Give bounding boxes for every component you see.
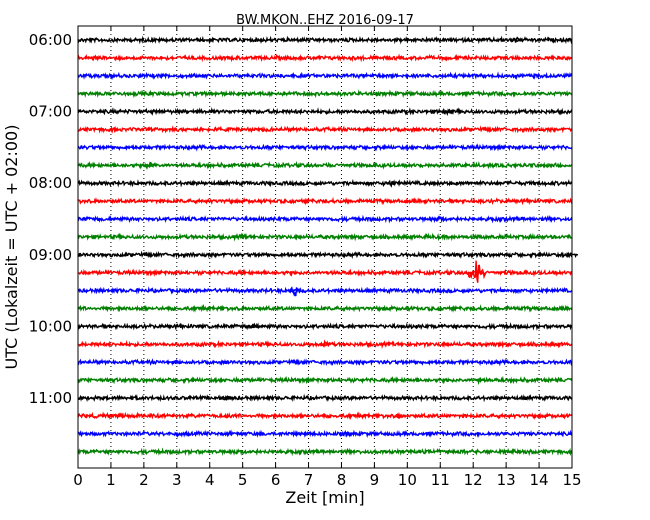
trace-event — [466, 260, 487, 283]
seismic-trace — [77, 250, 573, 260]
seismic-trace — [77, 178, 573, 188]
x-tick-label: 7 — [304, 471, 314, 489]
x-tick-label: 6 — [271, 471, 281, 489]
seismic-trace — [77, 339, 573, 350]
trace-event — [236, 233, 249, 240]
vertical-grid — [110, 26, 540, 468]
seismic-trace — [77, 447, 573, 457]
trace-event — [318, 339, 331, 347]
trace-event — [219, 395, 232, 401]
trace-event — [433, 215, 446, 222]
x-tick-label: 4 — [205, 471, 215, 489]
seismic-trace — [77, 429, 573, 439]
x-axis-label: Zeit [min] — [285, 488, 364, 507]
seismic-trace — [77, 214, 573, 224]
seismic-trace — [77, 35, 573, 45]
seismic-trace — [77, 160, 573, 170]
plot-frame — [77, 25, 573, 469]
y-tick-label: 10:00 — [29, 317, 72, 335]
y-tick-label: 11:00 — [29, 389, 72, 407]
chart-title: BW.MKON..EHZ 2016-09-17 — [236, 13, 414, 28]
seismic-trace — [77, 303, 573, 313]
seismic-trace — [77, 286, 572, 295]
seismic-traces — [77, 35, 579, 457]
y-tick-label: 08:00 — [29, 174, 72, 192]
x-axis-ticks: 0 1 2 3 4 5 6 7 8 9 10 11 12 13 14 15 — [73, 26, 582, 489]
y-axis-label: UTC (Lokalzeit = UTC + 02:00) — [2, 125, 21, 370]
trace-event — [394, 413, 406, 419]
x-tick-label: 15 — [562, 471, 581, 489]
seismic-trace — [77, 322, 573, 331]
x-tick-label: 1 — [106, 471, 116, 489]
seismic-trace — [77, 71, 573, 81]
seismic-trace — [77, 107, 573, 117]
trace-event — [509, 36, 523, 43]
x-tick-label: 2 — [139, 471, 149, 489]
seismic-trace — [77, 393, 573, 403]
trace-event — [288, 286, 302, 297]
trace-event — [143, 161, 157, 170]
x-tick-label: 13 — [497, 471, 516, 489]
y-tick-label: 07:00 — [29, 103, 72, 121]
x-tick-label: 3 — [172, 471, 182, 489]
x-tick-label: 11 — [431, 471, 450, 489]
x-tick-label: 0 — [73, 471, 83, 489]
seismic-trace — [77, 232, 573, 242]
seismic-trace — [77, 357, 573, 367]
trace-event — [440, 107, 453, 117]
trace-event — [246, 322, 259, 329]
seismic-trace — [77, 196, 573, 206]
seismic-trace — [77, 268, 573, 278]
seismic-trace — [77, 89, 573, 99]
x-tick-label: 8 — [337, 471, 347, 489]
seismic-trace — [77, 411, 573, 421]
x-tick-label: 12 — [464, 471, 483, 489]
seismic-trace — [77, 125, 573, 134]
seismic-trace — [77, 143, 573, 152]
seismic-trace — [77, 375, 573, 385]
trace-event — [384, 179, 397, 188]
x-tick-label: 10 — [398, 471, 417, 489]
y-axis-ticks: 06:00 07:00 08:00 09:00 10:00 11:00 — [29, 31, 572, 407]
y-tick-label: 09:00 — [29, 246, 72, 264]
x-tick-label: 5 — [238, 471, 248, 489]
seismic-trace — [77, 53, 573, 63]
y-tick-label: 06:00 — [29, 31, 72, 49]
x-tick-label: 9 — [370, 471, 380, 489]
trace-event — [341, 429, 354, 438]
trace-event — [473, 376, 486, 386]
x-tick-label: 14 — [530, 471, 549, 489]
